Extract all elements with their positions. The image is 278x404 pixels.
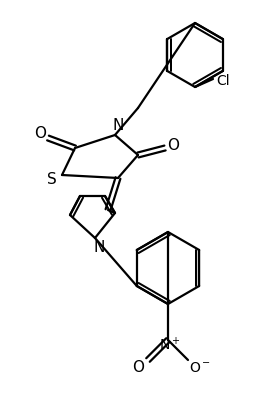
Text: O$^-$: O$^-$: [189, 361, 211, 375]
Text: N$^+$: N$^+$: [159, 337, 181, 354]
Text: N: N: [112, 118, 124, 133]
Text: S: S: [47, 173, 57, 187]
Text: Cl: Cl: [216, 74, 230, 88]
Text: N: N: [93, 240, 105, 255]
Text: O: O: [132, 360, 144, 375]
Text: O: O: [34, 126, 46, 141]
Text: O: O: [167, 139, 179, 154]
